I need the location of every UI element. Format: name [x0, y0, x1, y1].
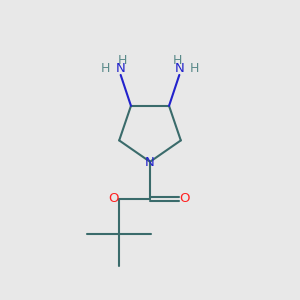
Text: H: H [117, 54, 127, 67]
Text: H: H [173, 54, 183, 67]
Text: N: N [116, 62, 125, 75]
Text: H: H [101, 62, 110, 75]
Text: O: O [109, 192, 119, 205]
Text: H: H [190, 62, 199, 75]
Text: N: N [145, 156, 155, 169]
Text: O: O [179, 192, 190, 205]
Text: N: N [175, 62, 184, 75]
